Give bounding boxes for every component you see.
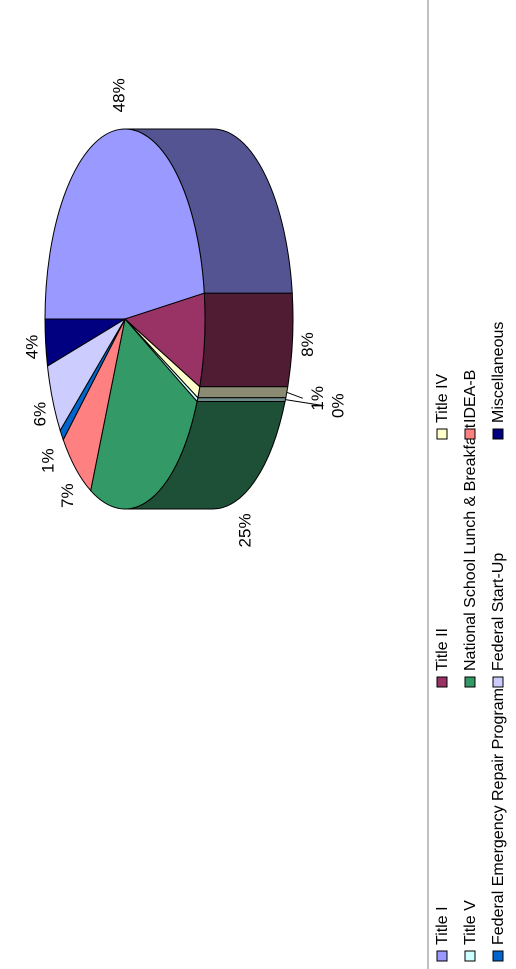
slice-label-title-v: 0% bbox=[328, 393, 347, 418]
slice-label-national-school-lunch-breakfast: 25% bbox=[235, 513, 254, 547]
slice-title-i bbox=[44, 128, 205, 320]
legend-label: National School Lunch & Breakfast bbox=[462, 423, 479, 671]
legend-label: Title I bbox=[434, 906, 451, 945]
leader-line bbox=[286, 391, 303, 399]
slice-title-ii bbox=[124, 292, 206, 388]
legend-swatch bbox=[464, 950, 476, 962]
legend-item-miscellaneous: Miscellaneous bbox=[490, 322, 507, 440]
slice-label-federal-emergency-repair-program: 1% bbox=[39, 448, 58, 473]
slice-miscellaneous bbox=[44, 318, 127, 367]
legend-label: Title V bbox=[462, 900, 479, 945]
slice-label-federal-start-up: 6% bbox=[31, 402, 50, 427]
legend-label: Title IV bbox=[434, 373, 451, 423]
legend-swatch bbox=[436, 950, 448, 962]
slice-label-miscellaneous: 4% bbox=[22, 335, 41, 360]
slice-national-school-lunch-breakfast bbox=[90, 317, 198, 510]
slice-label-idea-b: 7% bbox=[58, 483, 77, 508]
legend-item-idea-b: IDEA-B bbox=[462, 370, 479, 440]
legend-label: Title II bbox=[434, 628, 451, 671]
legend-item-federal-start-up: Federal Start-Up bbox=[490, 553, 507, 688]
legend-swatch bbox=[492, 950, 504, 962]
legend-swatch bbox=[492, 428, 504, 440]
leader-line bbox=[285, 399, 324, 407]
legend-swatch bbox=[492, 676, 504, 688]
slice-label-title-iv: 1% bbox=[308, 386, 327, 411]
legend-item-title-v: Title V bbox=[462, 900, 479, 962]
legend-item-title-i: Title I bbox=[434, 906, 451, 962]
slice-side-title-v bbox=[196, 397, 287, 403]
slice-label-title-i: 48% bbox=[110, 78, 129, 112]
slice-side-title-ii bbox=[199, 292, 294, 388]
legend-label: Miscellaneous bbox=[490, 322, 507, 423]
legend-item-national-school-lunch-breakfast: National School Lunch & Breakfast bbox=[462, 423, 479, 688]
legend-swatch bbox=[436, 676, 448, 688]
slice-side-title-iv bbox=[197, 386, 289, 399]
legend-label: IDEA-B bbox=[462, 370, 479, 423]
legend-item-federal-emergency-repair-program: Federal Emergency Repair Program bbox=[490, 688, 507, 962]
legend-item-title-ii: Title II bbox=[434, 628, 451, 688]
legend-swatch bbox=[464, 428, 476, 440]
legend-swatch bbox=[436, 428, 448, 440]
legend-label: Federal Start-Up bbox=[490, 553, 507, 671]
slice-label-title-ii: 8% bbox=[298, 332, 317, 357]
legend-label: Federal Emergency Repair Program bbox=[490, 688, 507, 945]
legend-swatch bbox=[464, 676, 476, 688]
legend: Title I Title II Title IV Title V National S… bbox=[427, 0, 507, 969]
legend-item-title-iv: Title IV bbox=[434, 373, 451, 440]
